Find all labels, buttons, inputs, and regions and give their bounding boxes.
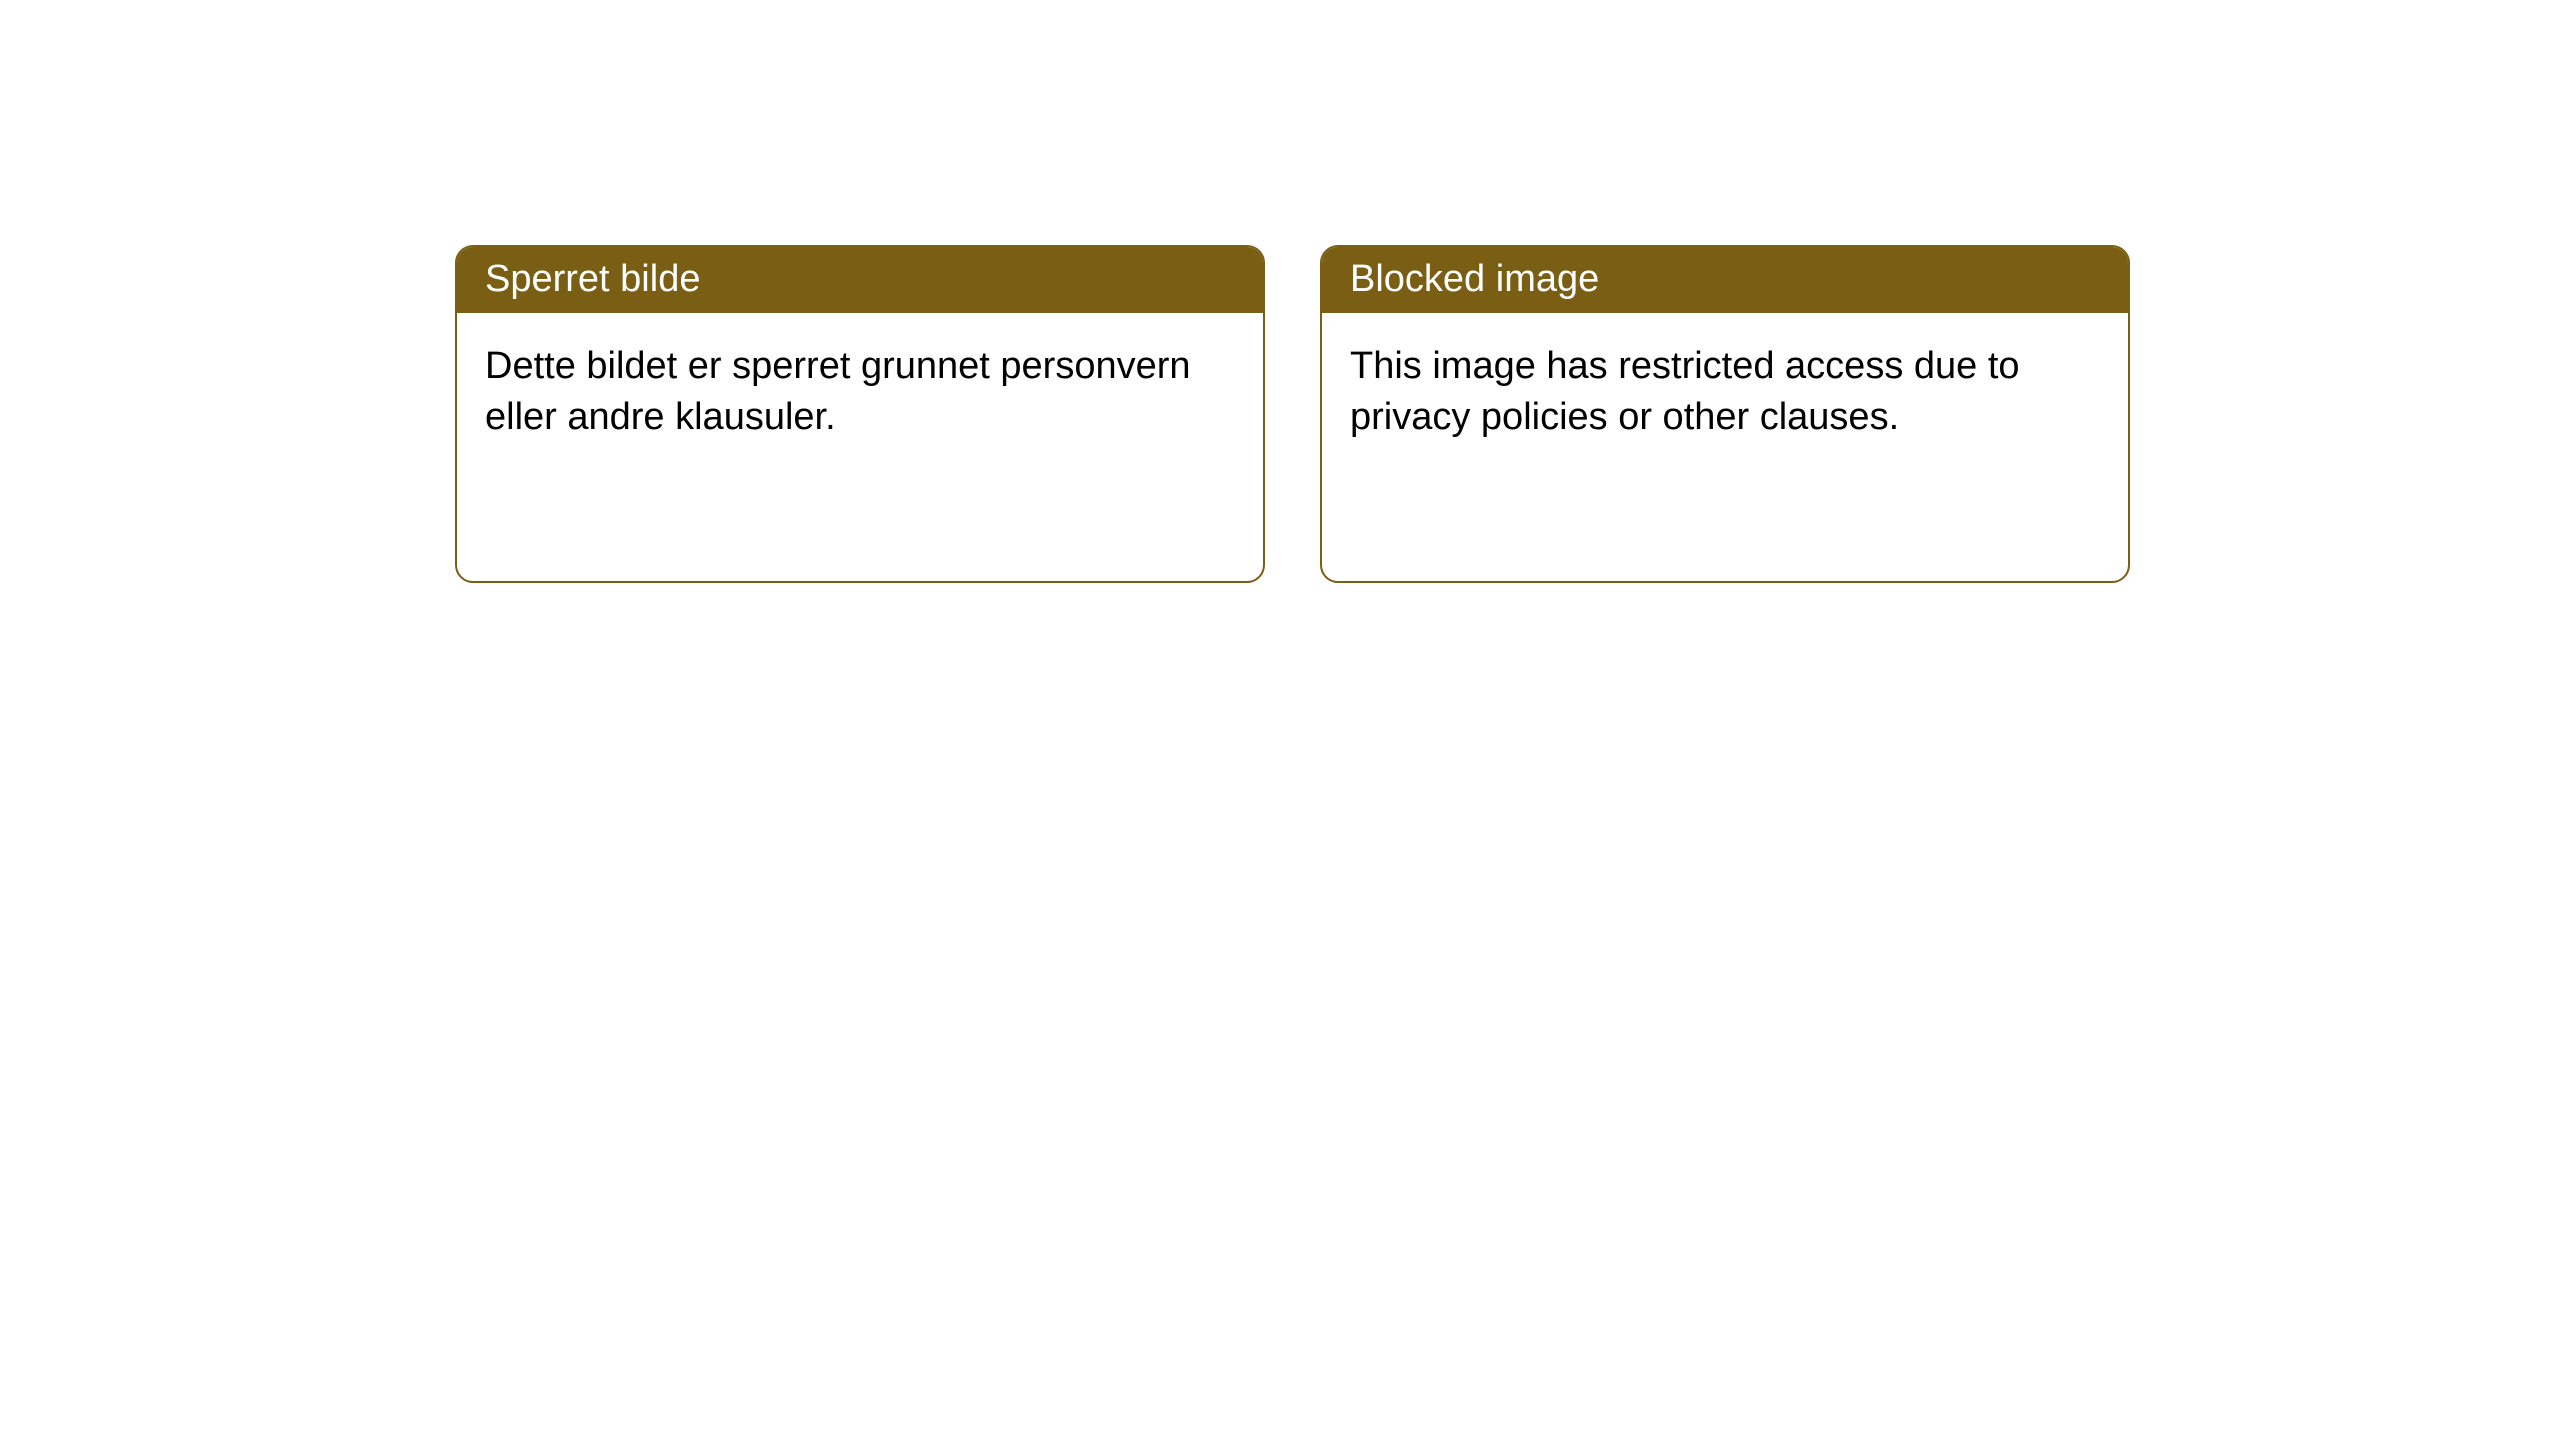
notice-card-norwegian: Sperret bilde Dette bildet er sperret gr… <box>455 245 1265 583</box>
notice-card-english: Blocked image This image has restricted … <box>1320 245 2130 583</box>
notice-title-english: Blocked image <box>1322 247 2128 313</box>
notice-body-english: This image has restricted access due to … <box>1322 313 2128 472</box>
notice-title-norwegian: Sperret bilde <box>457 247 1263 313</box>
notice-body-norwegian: Dette bildet er sperret grunnet personve… <box>457 313 1263 472</box>
notice-container: Sperret bilde Dette bildet er sperret gr… <box>455 245 2130 583</box>
